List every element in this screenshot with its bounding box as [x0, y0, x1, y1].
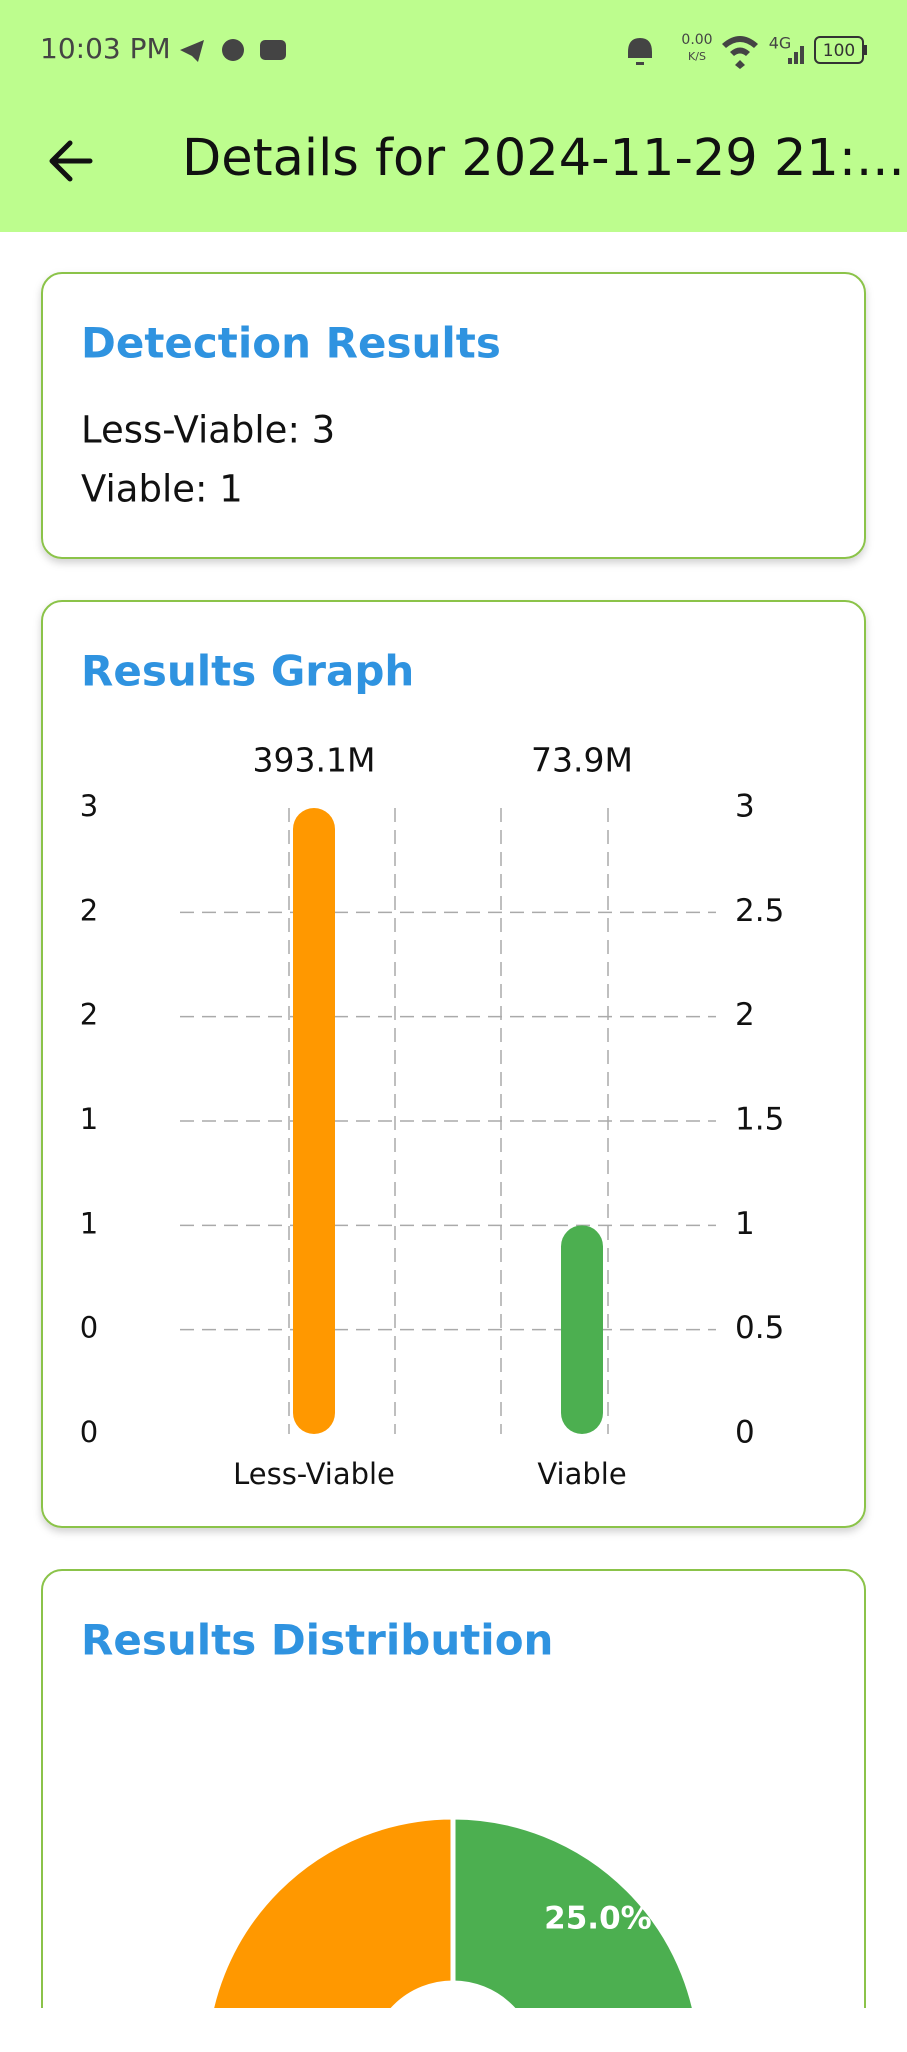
- y2-tick-label: 2: [735, 997, 755, 1033]
- status-time: 10:03 PM: [40, 32, 171, 65]
- pie-chart: 25.0%: [209, 1814, 697, 2008]
- bar-chart: 0 0 1 1 2 2 3 0 0.5 1 1.5 2 2.5 3 393.1M Less-Viable 73.…: [80, 741, 785, 1492]
- status-icons: [180, 36, 804, 69]
- graph-card: [41, 600, 866, 1528]
- y-tick-label: 0: [80, 1415, 98, 1449]
- bar-top-label: 393.1M: [253, 741, 376, 780]
- net-speed: 0.00: [681, 32, 712, 48]
- detection-card: [41, 272, 866, 559]
- back-button[interactable]: [49, 140, 93, 182]
- card-title: Results Distribution: [81, 1616, 553, 1665]
- pie-label: 25.0%: [544, 1901, 652, 1937]
- net-unit: K/S: [688, 50, 706, 63]
- card-title: Detection Results: [81, 319, 501, 368]
- pie-slice: [450, 1814, 697, 2008]
- bar: [561, 1225, 603, 1434]
- y2-tick-label: 1: [735, 1206, 755, 1242]
- x-tick-label: Less-Viable: [233, 1457, 395, 1491]
- bar: [293, 808, 335, 1434]
- bar-top-label: 73.9M: [531, 741, 633, 780]
- pie-slice: [209, 1814, 456, 2008]
- y-tick-label: 2: [80, 893, 98, 927]
- y-tick-label: 1: [80, 1206, 98, 1240]
- y2-tick-label: 2.5: [735, 893, 784, 929]
- detection-line: Less-Viable: 3: [81, 409, 335, 452]
- x-tick-label: Viable: [537, 1457, 626, 1491]
- detection-line: Viable: 1: [81, 468, 243, 511]
- y2-tick-label: 3: [735, 789, 755, 825]
- app-bar-bg: [0, 0, 907, 232]
- card-title: Results Graph: [81, 647, 414, 696]
- y-tick-label: 2: [80, 998, 98, 1032]
- y2-tick-label: 0.5: [735, 1310, 784, 1346]
- battery-tip: [863, 45, 867, 55]
- y-tick-label: 0: [80, 1311, 98, 1345]
- distribution-section: Results Distribution 25.0%: [41, 1569, 866, 2008]
- app-bar-title: Details for 2024-11-29 21:...: [182, 129, 905, 188]
- network-type: 4G: [769, 34, 792, 53]
- y-tick-label: 1: [80, 1102, 98, 1136]
- distribution-card: [41, 1569, 866, 2008]
- y-tick-label: 3: [80, 789, 98, 823]
- y2-tick-label: 0: [735, 1415, 755, 1451]
- y2-tick-label: 1.5: [735, 1102, 784, 1138]
- battery-level: 100: [823, 41, 855, 61]
